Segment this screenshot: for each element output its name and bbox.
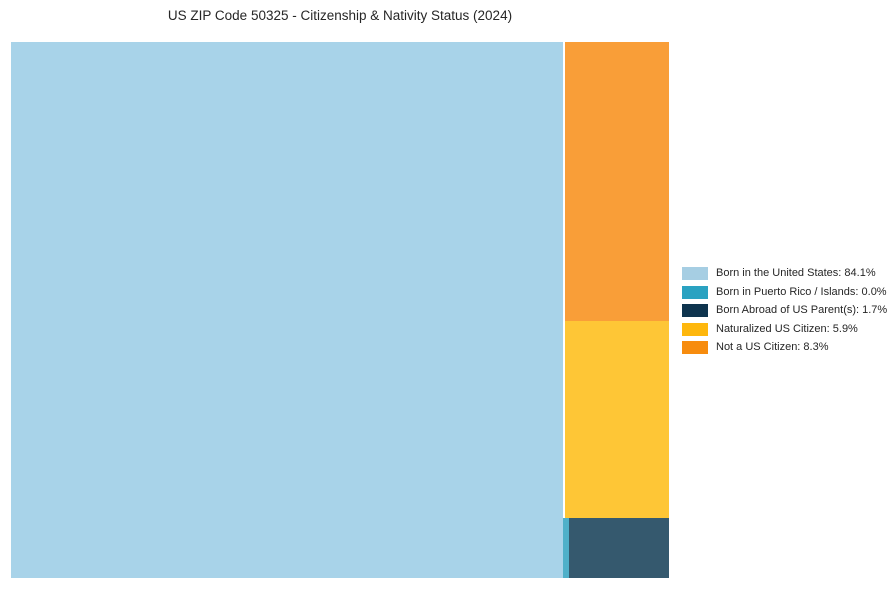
legend-swatch-born-abroad — [682, 304, 708, 317]
treemap-cell-born-abroad — [569, 518, 669, 578]
legend-label-born-in-us: Born in the United States: 84.1% — [716, 267, 876, 279]
legend-label-born-in-puerto-rico: Born in Puerto Rico / Islands: 0.0% — [716, 285, 887, 298]
treemap-plot — [11, 42, 669, 578]
treemap-cell-naturalized-citizen — [565, 321, 669, 518]
legend-row-born-in-puerto-rico: Born in Puerto Rico / Islands: 0.0% — [682, 285, 887, 299]
legend-row-not-a-citizen: Not a US Citizen: 8.3% — [682, 341, 887, 354]
legend-row-born-abroad: Born Abroad of US Parent(s): 1.7% — [682, 304, 887, 317]
treemap-cell-not-a-us-citizen — [565, 42, 669, 321]
legend-swatch-born-in-puerto-rico — [682, 285, 708, 299]
legend-label-born-abroad: Born Abroad of US Parent(s): 1.7% — [716, 304, 888, 316]
legend-swatch-not-a-citizen — [682, 341, 708, 354]
treemap-cell-born-in-us — [11, 42, 563, 578]
legend-swatch-born-in-us — [682, 267, 708, 280]
legend-row-born-in-us: Born in the United States: 84.1% — [682, 267, 887, 280]
legend-label-not-a-citizen: Not a US Citizen: 8.3% — [716, 341, 829, 353]
treemap-cell-born-in-puerto-rico — [563, 518, 569, 578]
legend-label-naturalized: Naturalized US Citizen: 5.9% — [716, 322, 858, 335]
legend: Born in the United States: 84.1% Born in… — [682, 267, 887, 354]
chart-title: US ZIP Code 50325 - Citizenship & Nativi… — [167, 8, 513, 23]
legend-row-naturalized: Naturalized US Citizen: 5.9% — [682, 322, 887, 336]
legend-swatch-naturalized — [682, 322, 708, 336]
